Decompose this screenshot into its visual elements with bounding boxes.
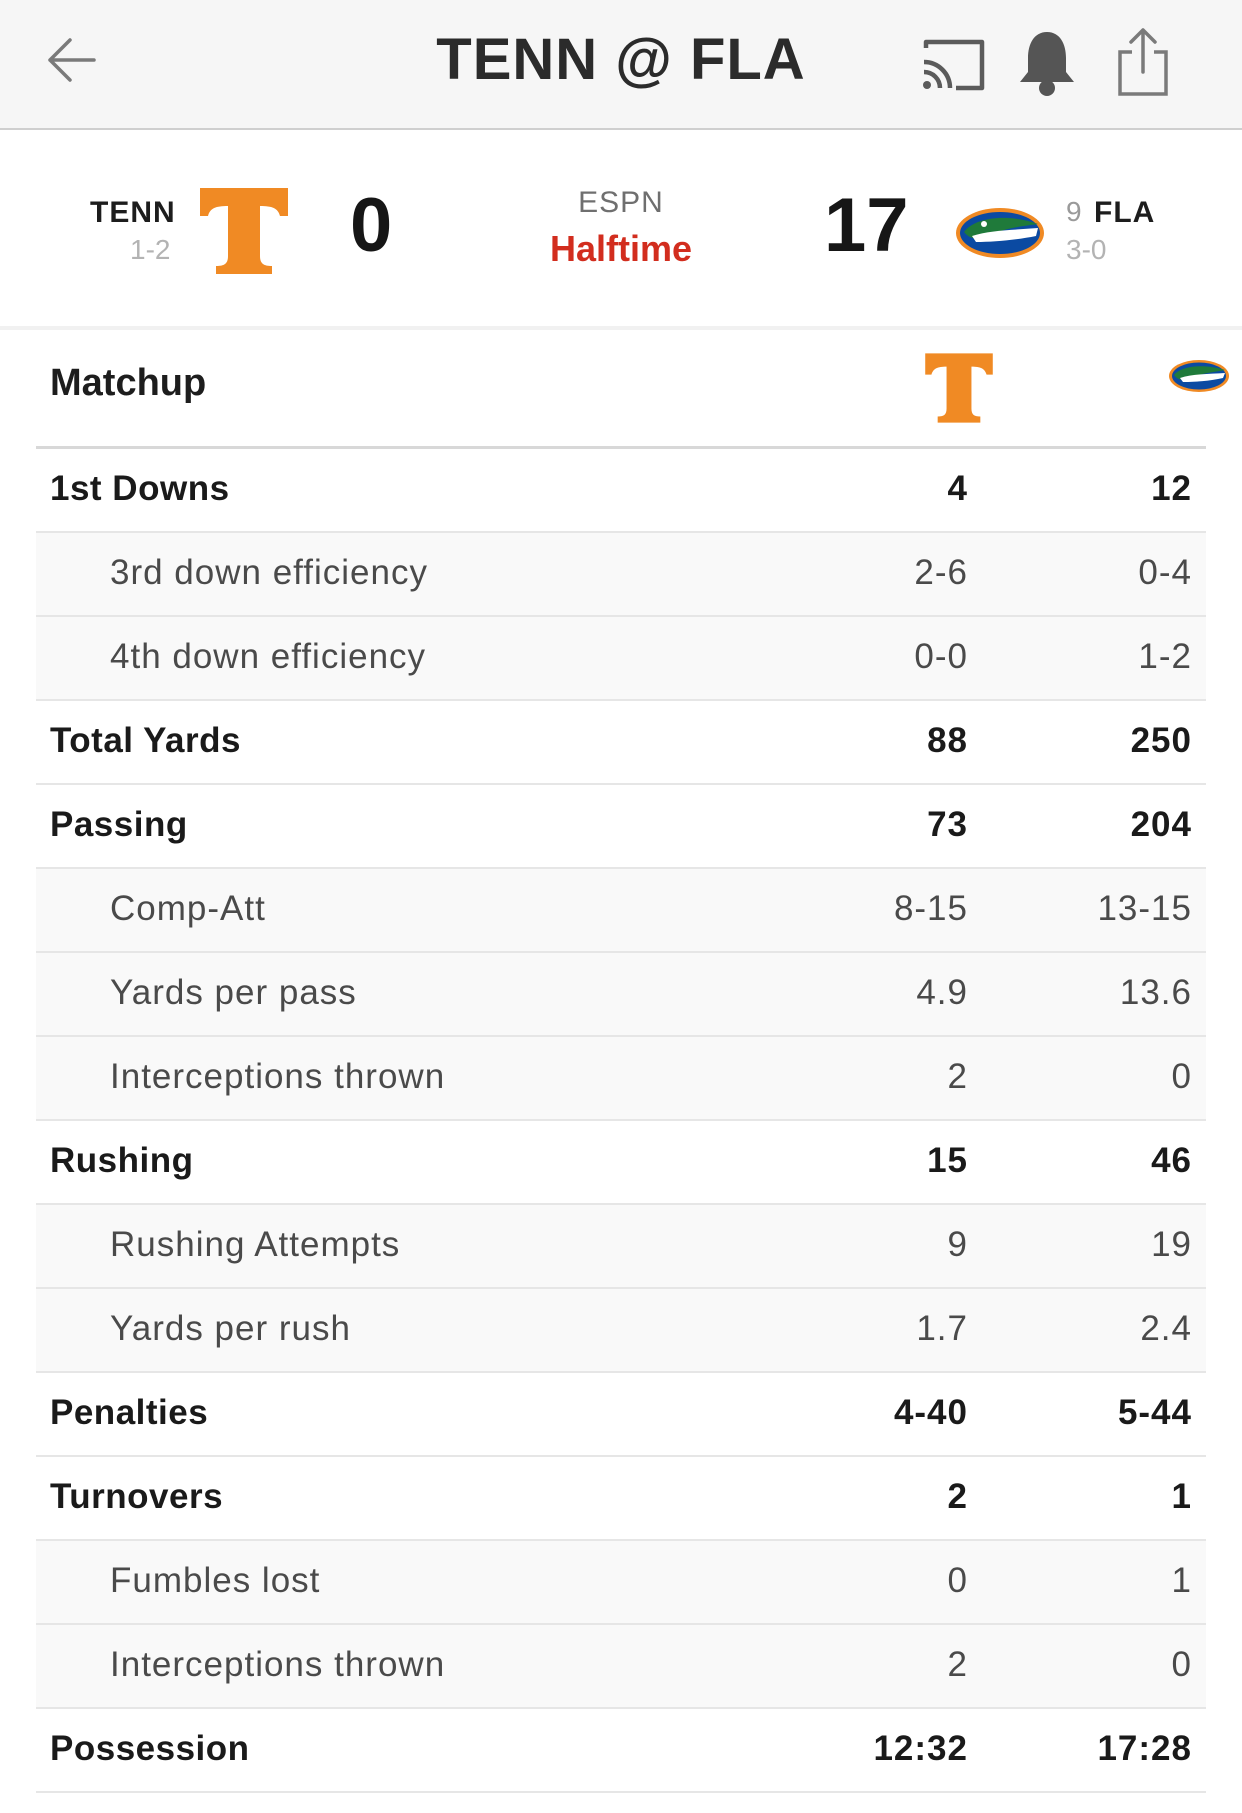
matchup-header: Matchup <box>36 330 1229 449</box>
stat-value-fla: 19 <box>1151 1225 1192 1264</box>
stat-value-tenn: 4 <box>947 469 968 508</box>
stat-value-tenn: 8-15 <box>893 889 968 928</box>
stat-label: Possession <box>50 1729 250 1768</box>
stat-label: 1st Downs <box>50 469 230 508</box>
away-score: 0 <box>350 183 393 268</box>
stat-value-tenn: 2 <box>947 1477 968 1516</box>
stat-value-fla: 1-2 <box>1138 637 1192 676</box>
stat-row: Fumbles lost 0 1 <box>36 1541 1206 1625</box>
stat-value-tenn: 2-6 <box>914 553 968 592</box>
stat-label: Fumbles lost <box>110 1561 321 1600</box>
stat-label: Comp-Att <box>110 889 266 928</box>
stat-row: Interceptions thrown 2 0 <box>36 1625 1206 1709</box>
stat-value-fla: 1 <box>1171 1561 1192 1600</box>
stat-row: 1st Downs 4 12 <box>36 449 1206 533</box>
scoreboard[interactable]: TENN 1-2 0 ESPN Halftime 17 9 FLA 3-0 <box>0 130 1242 326</box>
tennessee-logo-icon <box>200 188 288 274</box>
stat-label: Passing <box>50 805 188 844</box>
stat-label: Penalties <box>50 1393 209 1432</box>
stat-row: 3rd down efficiency 2-6 0-4 <box>36 533 1206 617</box>
stat-value-tenn: 0-0 <box>914 637 968 676</box>
stat-value-fla: 0 <box>1171 1645 1192 1684</box>
stat-row: Comp-Att 8-15 13-15 <box>36 869 1206 953</box>
stat-label: Interceptions thrown <box>110 1057 446 1096</box>
florida-column-logo-icon <box>1169 360 1229 392</box>
stat-label: Yards per rush <box>110 1309 351 1348</box>
stat-label: 4th down efficiency <box>110 637 427 676</box>
stat-value-tenn: 0 <box>947 1561 968 1600</box>
away-team-record: 1-2 <box>130 234 171 265</box>
stat-row: Rushing Attempts 9 19 <box>36 1205 1206 1289</box>
stat-label: Yards per pass <box>110 973 357 1012</box>
stat-value-tenn: 88 <box>927 721 968 760</box>
stat-row: 4th down efficiency 0-0 1-2 <box>36 617 1206 701</box>
stat-row: Possession 12:32 17:28 <box>36 1709 1206 1793</box>
matchup-card: Matchup 1st Downs 4 12 3rd down efficiency 2… <box>0 330 1242 1813</box>
stat-row: Total Yards 88 250 <box>36 701 1206 785</box>
stat-value-tenn: 12:32 <box>873 1729 968 1768</box>
stat-value-fla: 250 <box>1130 721 1192 760</box>
stat-value-tenn: 4.9 <box>916 973 968 1012</box>
tv-network: ESPN <box>578 186 664 219</box>
stat-value-fla: 5-44 <box>1117 1393 1192 1432</box>
stat-value-fla: 12 <box>1151 469 1192 508</box>
stat-row: Passing 73 204 <box>36 785 1206 869</box>
stat-value-tenn: 2 <box>947 1057 968 1096</box>
home-team-rank: 9 <box>1066 196 1082 227</box>
home-score: 17 <box>824 183 909 268</box>
game-status: Halftime <box>549 228 693 269</box>
stat-label: Turnovers <box>50 1477 224 1516</box>
back-arrow-icon[interactable] <box>44 34 98 86</box>
stat-value-fla: 13-15 <box>1097 889 1192 928</box>
stat-value-tenn: 4-40 <box>893 1393 968 1432</box>
stat-row: Yards per rush 1.7 2.4 <box>36 1289 1206 1373</box>
stat-row: Interceptions thrown 2 0 <box>36 1037 1206 1121</box>
stat-row: Rushing 15 46 <box>36 1121 1206 1205</box>
share-icon[interactable] <box>1116 26 1170 98</box>
stat-label: Rushing <box>50 1141 194 1180</box>
stat-value-fla: 17:28 <box>1097 1729 1192 1768</box>
home-team-abbr: FLA <box>1094 196 1156 229</box>
home-team-record: 3-0 <box>1066 234 1107 265</box>
stat-value-tenn: 9 <box>947 1225 968 1264</box>
stat-value-fla: 204 <box>1130 805 1192 844</box>
stat-value-tenn: 73 <box>927 805 968 844</box>
florida-gators-logo-icon <box>956 208 1044 258</box>
top-bar: TENN @ FLA <box>0 0 1242 130</box>
cast-icon[interactable] <box>918 34 988 94</box>
matchup-title: Matchup <box>50 362 207 404</box>
bell-icon[interactable] <box>1016 28 1078 98</box>
stat-value-fla: 0-4 <box>1138 553 1192 592</box>
page-title: TENN @ FLA <box>436 27 806 92</box>
stat-value-fla: 2.4 <box>1140 1309 1192 1348</box>
stat-label: Interceptions thrown <box>110 1645 446 1684</box>
stats-table: 1st Downs 4 12 3rd down efficiency 2-6 0-4 4th… <box>36 449 1206 1793</box>
stat-label: 3rd down efficiency <box>110 553 428 592</box>
stat-value-fla: 13.6 <box>1119 973 1192 1012</box>
stat-label: Rushing Attempts <box>110 1225 401 1264</box>
tennessee-column-logo-icon <box>925 353 993 423</box>
stat-value-tenn: 1.7 <box>916 1309 968 1348</box>
stat-value-fla: 1 <box>1171 1477 1192 1516</box>
stat-value-tenn: 2 <box>947 1645 968 1684</box>
stat-value-fla: 0 <box>1171 1057 1192 1096</box>
stat-value-tenn: 15 <box>927 1141 968 1180</box>
stat-row: Yards per pass 4.9 13.6 <box>36 953 1206 1037</box>
stat-row: Turnovers 2 1 <box>36 1457 1206 1541</box>
stat-label: Total Yards <box>50 721 241 760</box>
stat-value-fla: 46 <box>1151 1141 1192 1180</box>
away-team-abbr: TENN <box>90 196 176 229</box>
stat-row: Penalties 4-40 5-44 <box>36 1373 1206 1457</box>
